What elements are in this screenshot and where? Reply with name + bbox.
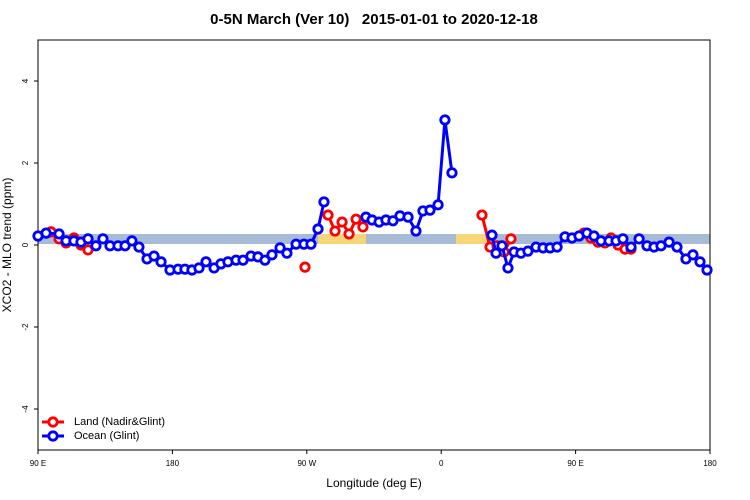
x-tick-label: 180	[703, 459, 717, 468]
data-point	[193, 262, 205, 274]
data-point	[312, 223, 324, 235]
data-point	[155, 256, 167, 268]
data-point	[40, 227, 52, 239]
data-point	[82, 233, 94, 245]
y-axis-title: XCO2 - MLO trend (ppm)	[0, 178, 14, 313]
data-point	[424, 204, 436, 216]
ocean-band	[38, 234, 710, 244]
data-point	[671, 241, 683, 253]
data-point	[357, 221, 369, 233]
data-point	[259, 254, 271, 266]
data-point	[446, 167, 458, 179]
data-point	[318, 196, 330, 208]
data-point	[663, 236, 675, 248]
y-tick-label: 0	[21, 242, 30, 247]
data-point	[402, 211, 414, 223]
y-tick-label: 2	[21, 160, 30, 165]
data-point	[97, 233, 109, 245]
y-tick-label: 4	[21, 78, 30, 83]
data-point	[502, 262, 514, 274]
x-tick-label: 90 E	[567, 459, 583, 468]
data-point	[343, 228, 355, 240]
data-point	[126, 235, 138, 247]
data-point	[505, 233, 517, 245]
data-point	[200, 256, 212, 268]
data-point	[90, 240, 102, 252]
data-point	[329, 225, 341, 237]
data-point	[322, 209, 334, 221]
legend-marker	[47, 416, 59, 428]
legend-label: Land (Nadir&Glint)	[74, 416, 165, 428]
data-point	[281, 247, 293, 259]
data-point	[551, 241, 563, 253]
x-tick-label: 180	[166, 459, 180, 468]
data-point	[133, 241, 145, 253]
data-point	[490, 247, 502, 259]
x-axis-title: Longitude (deg E)	[326, 476, 421, 490]
data-point	[148, 250, 160, 262]
data-point	[305, 238, 317, 250]
data-point	[387, 215, 399, 227]
data-point	[617, 233, 629, 245]
x-tick-label: 90 E	[30, 459, 46, 468]
data-point	[687, 249, 699, 261]
data-point	[439, 114, 451, 126]
data-point	[694, 256, 706, 268]
data-point	[625, 241, 637, 253]
land-ocean-band	[38, 234, 710, 244]
data-point	[410, 225, 422, 237]
data-point	[336, 216, 348, 228]
data-point	[274, 242, 286, 254]
land-band	[456, 234, 490, 244]
data-point	[432, 199, 444, 211]
data-point	[350, 213, 362, 225]
y-tick-label: -4	[21, 405, 30, 413]
data-point	[476, 209, 488, 221]
data-point	[266, 249, 278, 261]
data-point	[701, 264, 713, 276]
land-band	[318, 234, 366, 244]
data-point	[486, 229, 498, 241]
legend-marker	[47, 430, 59, 442]
data-point	[633, 233, 645, 245]
legend-label: Ocean (Glint)	[74, 430, 139, 442]
data-point	[299, 261, 311, 273]
data-point	[522, 245, 534, 257]
data-point	[53, 228, 65, 240]
y-tick-label: -2	[21, 323, 30, 331]
chart-title: 0-5N March (Ver 10) 2015-01-01 to 2020-1…	[210, 11, 538, 28]
data-point	[588, 230, 600, 242]
data-point	[496, 240, 508, 252]
x-tick-label: 90 W	[297, 459, 316, 468]
x-tick-label: 0	[439, 459, 444, 468]
